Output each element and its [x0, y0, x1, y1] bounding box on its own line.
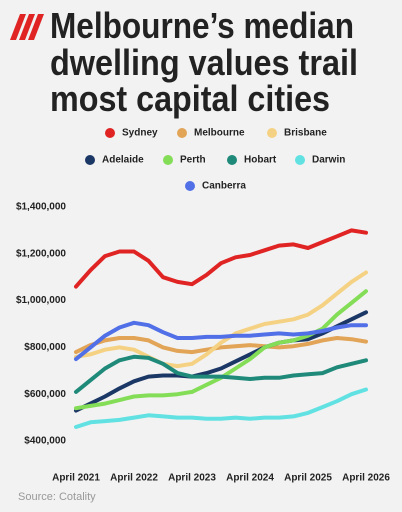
legend-marker	[85, 155, 95, 165]
legend-label: Adelaide	[102, 155, 144, 166]
x-tick-label: April 2026	[342, 473, 390, 484]
legend-label: Darwin	[312, 155, 345, 166]
series-line	[74, 270, 368, 369]
legend-label: Brisbane	[284, 128, 327, 139]
x-tick-label: April 2023	[168, 473, 216, 484]
y-tick-label: $800,000	[24, 342, 66, 353]
legend-label: Sydney	[122, 128, 158, 139]
legend-label: Perth	[180, 155, 206, 166]
series-line	[74, 310, 368, 413]
legend-label: Canberra	[202, 181, 246, 192]
legend-marker	[227, 155, 237, 165]
series-line	[74, 354, 368, 394]
source: Source: Cotality	[18, 491, 96, 503]
series-line	[74, 387, 368, 429]
y-tick-label: $1,200,000	[16, 248, 66, 259]
legend-label: Melbourne	[194, 128, 245, 139]
series-line	[74, 228, 368, 289]
y-tick-label: $1,400,000	[16, 202, 66, 213]
series-line	[74, 336, 368, 355]
y-tick-label: $600,000	[24, 389, 66, 400]
chart-title: most capital cities	[50, 78, 330, 119]
legend-marker	[295, 155, 305, 165]
legend-marker	[163, 155, 173, 165]
legend-marker	[267, 128, 277, 138]
legend-label: Hobart	[244, 155, 277, 166]
chart-title: dwelling values trail	[50, 42, 358, 83]
x-tick-label: April 2025	[284, 473, 332, 484]
y-tick-label: $400,000	[24, 436, 66, 447]
chart-title: Melbourne’s median	[50, 5, 354, 46]
x-tick-label: April 2022	[110, 473, 158, 484]
legend-marker	[105, 128, 115, 138]
x-tick-label: April 2021	[52, 473, 100, 484]
x-tick-label: April 2024	[226, 473, 274, 484]
legend-marker	[177, 128, 187, 138]
logo	[10, 14, 44, 40]
series-line	[74, 320, 368, 362]
legend-marker	[185, 181, 195, 191]
y-tick-label: $1,000,000	[16, 295, 66, 306]
